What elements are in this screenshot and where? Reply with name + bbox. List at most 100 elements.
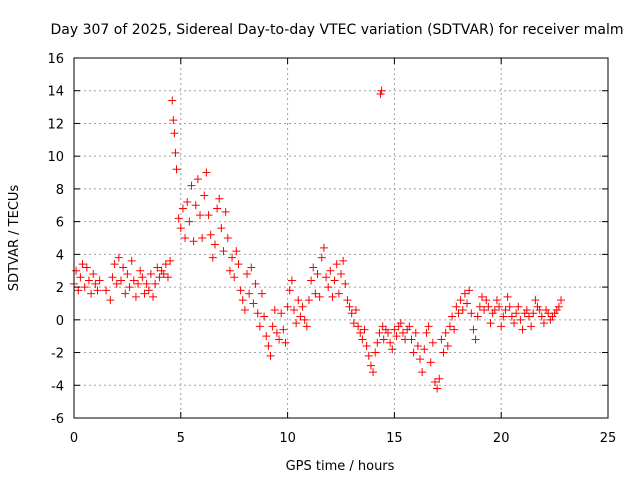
data-point (482, 296, 491, 305)
data-point (454, 309, 463, 318)
data-point (253, 309, 262, 318)
data-point (445, 322, 454, 331)
data-point (319, 243, 328, 252)
y-tick-label: 8 (56, 183, 64, 198)
data-point (366, 361, 375, 370)
data-point (552, 306, 561, 314)
data-point (300, 315, 309, 324)
data-point (95, 276, 104, 285)
data-point (371, 348, 380, 357)
data-point (134, 279, 143, 288)
data-point (524, 312, 533, 321)
data-point (198, 234, 207, 242)
data-point (330, 276, 339, 285)
x-tick-label: 5 (177, 431, 185, 446)
data-point (409, 348, 418, 357)
data-point (230, 273, 239, 282)
data-point (102, 286, 111, 295)
data-point (460, 289, 469, 298)
data-point (181, 234, 190, 242)
data-point (279, 325, 288, 334)
data-point (249, 299, 258, 308)
data-point (298, 302, 307, 311)
data-point (228, 253, 237, 262)
data-point (72, 266, 81, 275)
data-point (443, 342, 452, 350)
data-point (257, 289, 266, 298)
data-point (520, 309, 529, 318)
data-point (191, 201, 200, 210)
data-point (174, 214, 183, 223)
data-point (281, 338, 290, 347)
y-tick-label: 12 (47, 117, 64, 132)
data-point (80, 283, 89, 292)
data-point (383, 328, 392, 337)
data-point (407, 335, 416, 344)
data-point (76, 273, 85, 282)
x-axis-label: GPS time / hours (286, 459, 395, 474)
data-point (189, 237, 198, 246)
data-point (458, 306, 467, 314)
data-point (484, 302, 493, 311)
data-point (376, 90, 385, 98)
data-point (142, 279, 151, 288)
data-point (351, 306, 360, 314)
data-point (379, 335, 388, 344)
data-point (317, 253, 326, 262)
data-point (537, 312, 546, 321)
data-point (283, 302, 292, 311)
data-point (439, 348, 448, 357)
data-point (234, 260, 243, 269)
data-point (354, 322, 363, 331)
data-point (168, 96, 177, 105)
data-point (426, 358, 435, 367)
data-point (294, 296, 303, 305)
data-point (106, 296, 115, 305)
data-point (326, 266, 335, 275)
y-tick-label: 2 (56, 281, 64, 296)
data-point (386, 338, 395, 347)
data-point (225, 266, 234, 275)
plot-frame (73, 57, 609, 419)
data-point (119, 263, 128, 272)
data-point (200, 191, 209, 200)
data-point (236, 286, 245, 295)
data-point (185, 217, 194, 226)
data-point (157, 266, 166, 275)
data-point (557, 296, 566, 305)
data-point (375, 328, 384, 337)
data-points (70, 86, 566, 393)
data-point (441, 328, 450, 337)
data-point (171, 148, 180, 157)
y-tick-label: -6 (51, 412, 64, 427)
data-point (315, 292, 324, 301)
data-point (202, 168, 211, 177)
data-point (463, 299, 472, 308)
data-point (302, 322, 311, 331)
data-point (554, 302, 563, 311)
data-point (488, 309, 497, 318)
data-point (240, 306, 249, 314)
data-point (146, 270, 155, 278)
data-point (347, 309, 356, 318)
data-point (112, 279, 121, 288)
data-point (514, 302, 523, 311)
data-point (87, 289, 96, 298)
data-point (232, 247, 241, 256)
data-point (268, 322, 277, 331)
data-point (183, 198, 192, 206)
data-point (452, 302, 461, 311)
data-point (430, 378, 439, 386)
y-axis-label: SDTVAR / TECUs (7, 185, 22, 292)
data-point (501, 306, 510, 314)
data-point (123, 270, 132, 278)
data-point (166, 256, 175, 265)
data-point (215, 194, 224, 203)
x-tick-label: 25 (600, 431, 617, 446)
data-point (196, 211, 205, 220)
data-point (396, 319, 405, 328)
data-point (125, 283, 134, 292)
data-point (490, 306, 499, 314)
data-point (121, 289, 130, 298)
data-point (285, 286, 294, 295)
